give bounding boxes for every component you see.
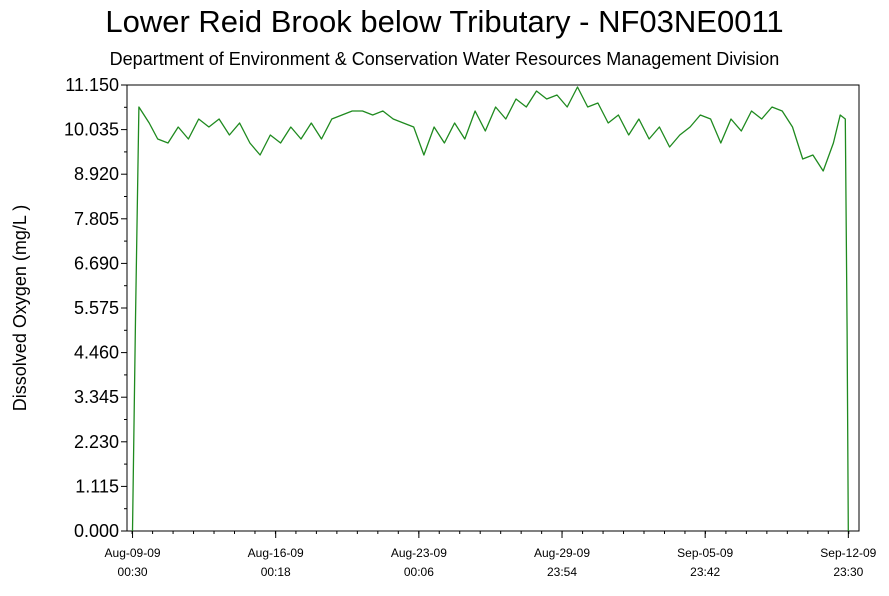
plot-frame: [126, 84, 860, 532]
x-tick-label-date: Sep-05-09: [677, 546, 733, 560]
chart-subtitle: Department of Environment & Conservation…: [109, 49, 780, 69]
x-tick-label-time: 00:18: [261, 565, 291, 579]
x-tick-label-date: Aug-23-09: [391, 546, 447, 560]
y-axis-title: Dissolved Oxygen (mg/L ): [10, 205, 30, 411]
x-tick-label-time: 23:30: [833, 565, 863, 579]
y-tick-label: 11.150: [65, 75, 119, 95]
y-tick-label: 6.690: [74, 253, 119, 273]
x-tick-label-time: 23:42: [690, 565, 720, 579]
y-tick-label: 4.460: [74, 343, 119, 363]
x-tick-label-time: 00:06: [404, 565, 434, 579]
y-tick-label: 1.115: [75, 476, 119, 496]
x-tick-label-date: Aug-16-09: [248, 546, 304, 560]
y-tick-label: 10.035: [64, 120, 119, 140]
x-tick-label-date: Sep-12-09: [820, 546, 876, 560]
series-line-1: [131, 86, 849, 532]
x-tick-label-time: 00:30: [118, 565, 148, 579]
y-tick-label: 0.000: [74, 521, 119, 541]
y-tick-label: 2.230: [74, 432, 119, 452]
x-tick-label-time: 23:54: [547, 565, 577, 579]
y-tick-label: 5.575: [74, 298, 119, 318]
x-tick-label-date: Aug-09-09: [105, 546, 161, 560]
chart-title: Lower Reid Brook below Tributary - NF03N…: [105, 4, 784, 39]
y-tick-label: 7.805: [74, 209, 119, 229]
y-tick-label: 8.920: [74, 164, 119, 184]
y-tick-label: 3.345: [74, 387, 119, 407]
x-tick-label-date: Aug-29-09: [534, 546, 590, 560]
